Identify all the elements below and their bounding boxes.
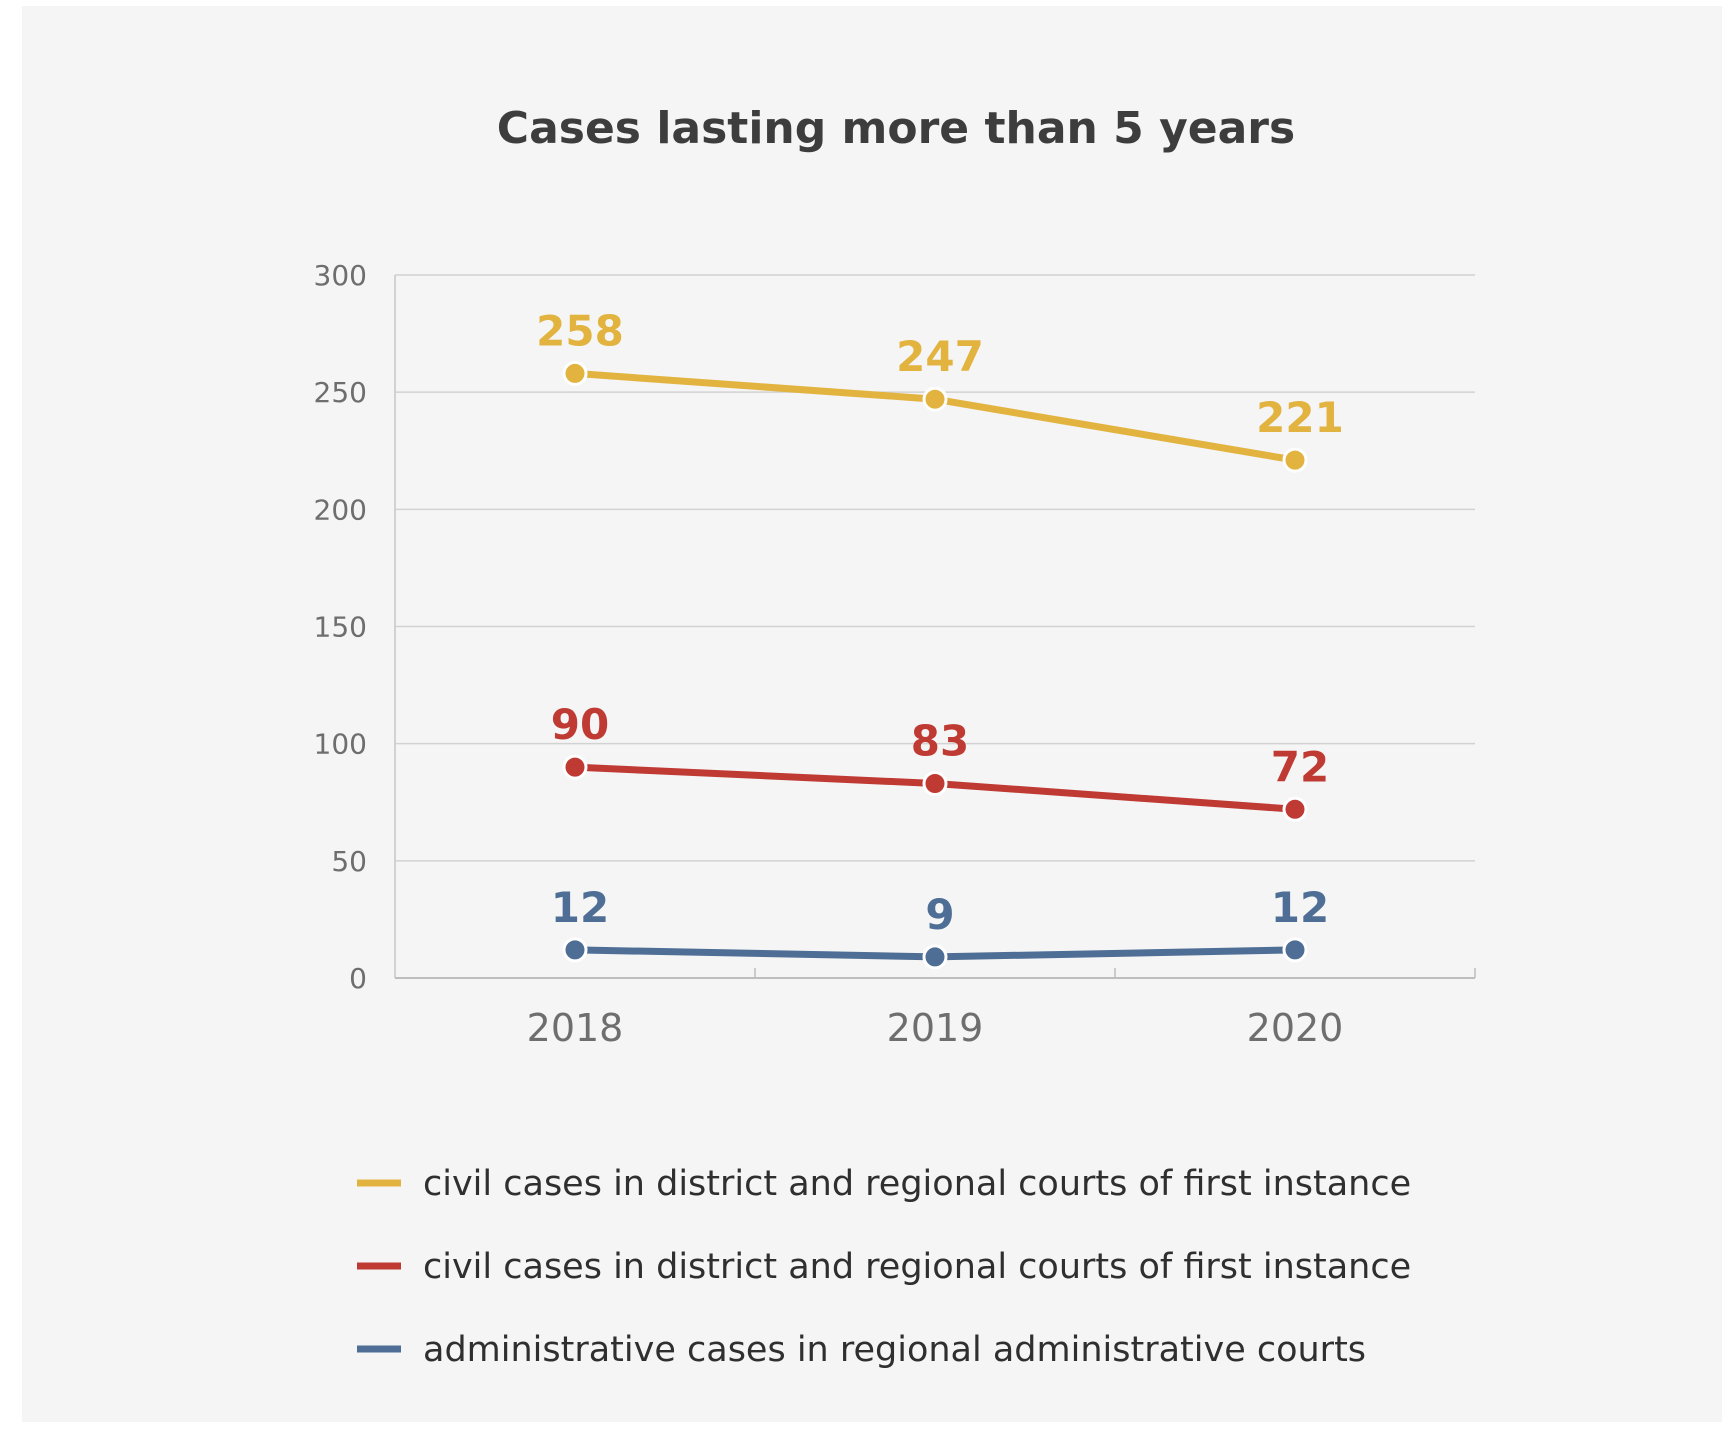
- data-point: [1282, 937, 1308, 963]
- data-point: [922, 386, 948, 412]
- chart-title: Cases lasting more than 5 years: [497, 103, 1295, 154]
- x-axis-ticks: 2018 2019 2020: [527, 1006, 1344, 1050]
- legend-label: civil cases in district and regional cou…: [423, 1247, 1411, 1287]
- y-tick-label: 150: [314, 611, 367, 644]
- data-label: 12: [1271, 883, 1329, 932]
- data-label: 247: [896, 332, 984, 381]
- chart-panel: [22, 6, 1722, 1422]
- data-point: [1282, 796, 1308, 822]
- axes: [394, 275, 1476, 979]
- data-labels: 258 247 221 90 83 72 12 9 12: [536, 306, 1344, 938]
- grid-lines: [395, 274, 1475, 862]
- data-label: 83: [911, 717, 969, 766]
- legend-label: civil cases in district and regional cou…: [423, 1164, 1411, 1204]
- series-lines: [562, 360, 1308, 970]
- data-point: [922, 944, 948, 970]
- data-point: [562, 360, 588, 386]
- data-point: [922, 771, 948, 797]
- data-label: 12: [551, 883, 609, 932]
- y-axis-ticks: 0 50 100 150 200 250 300: [314, 259, 367, 995]
- y-tick-label: 100: [314, 728, 367, 761]
- x-tick-label: 2018: [527, 1006, 624, 1050]
- y-tick-label: 300: [314, 259, 367, 292]
- data-label: 258: [536, 306, 624, 355]
- data-label: 90: [551, 700, 609, 749]
- data-label: 72: [1271, 742, 1329, 791]
- series-line-1: [571, 369, 1299, 464]
- x-tick-label: 2020: [1247, 1006, 1344, 1050]
- data-point: [562, 937, 588, 963]
- data-label: 221: [1256, 393, 1344, 442]
- y-tick-label: 250: [314, 376, 367, 409]
- legend-label: administrative cases in regional adminis…: [423, 1330, 1366, 1370]
- data-point: [562, 754, 588, 780]
- x-tick-label: 2019: [887, 1006, 984, 1050]
- y-tick-label: 50: [331, 845, 367, 878]
- data-label: 9: [925, 890, 954, 939]
- data-point: [1282, 447, 1308, 473]
- legend: civil cases in district and regional cou…: [357, 1164, 1411, 1370]
- y-tick-label: 200: [314, 493, 367, 526]
- y-tick-label: 0: [349, 962, 367, 995]
